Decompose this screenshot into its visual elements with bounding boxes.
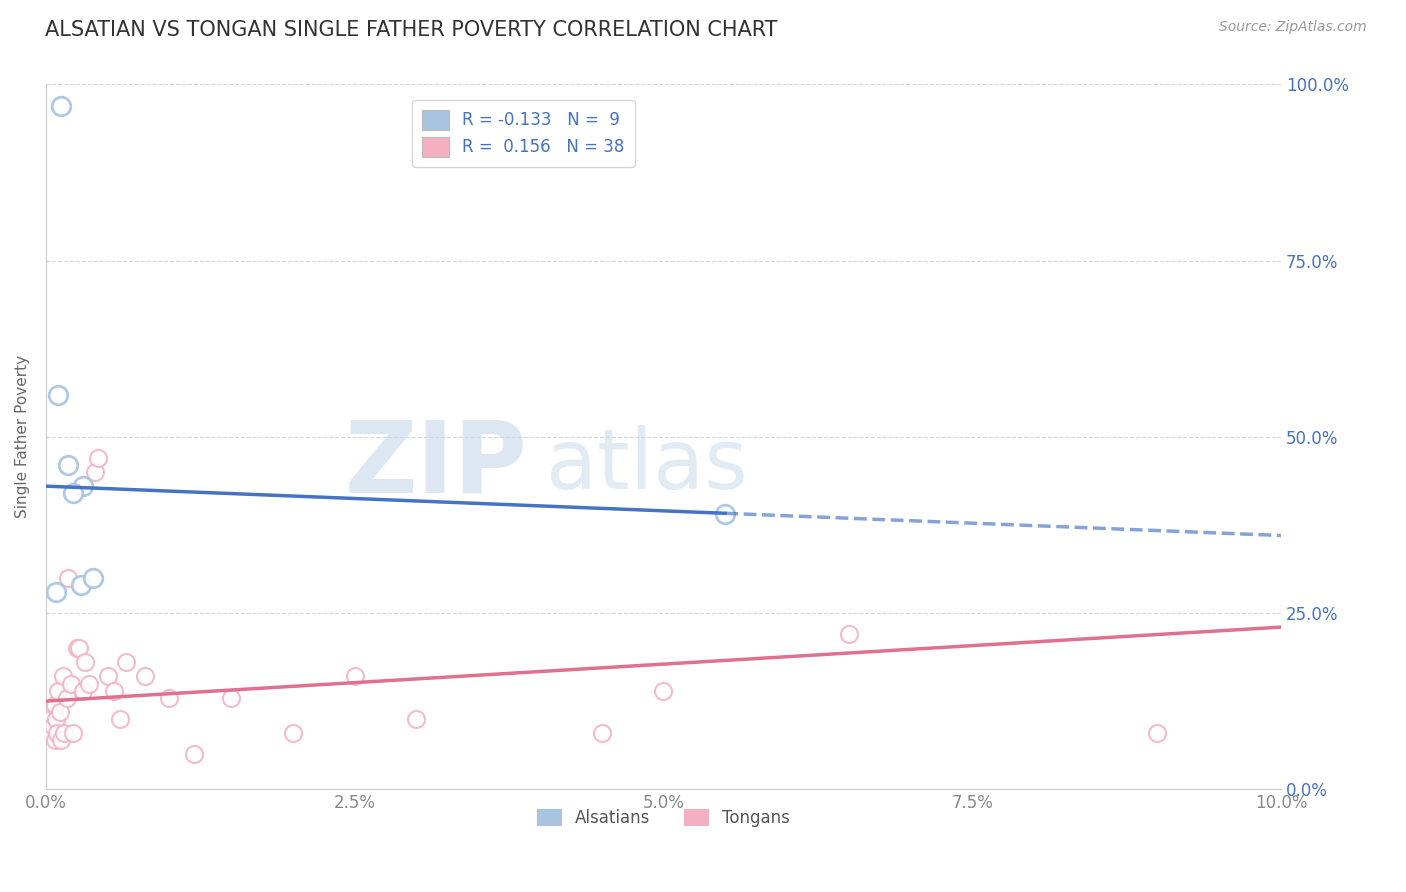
Point xyxy=(67,641,90,656)
Point xyxy=(1146,726,1168,740)
Text: Source: ZipAtlas.com: Source: ZipAtlas.com xyxy=(1219,20,1367,34)
Point xyxy=(56,690,79,705)
Point xyxy=(652,683,675,698)
Point xyxy=(46,683,69,698)
Point xyxy=(49,98,72,112)
Point xyxy=(87,450,110,465)
Point xyxy=(72,479,94,493)
Point xyxy=(97,669,120,683)
Point xyxy=(159,690,181,705)
Point xyxy=(45,585,67,599)
Point xyxy=(838,627,860,641)
Legend: Alsatians, Tongans: Alsatians, Tongans xyxy=(530,802,797,834)
Point xyxy=(58,571,80,585)
Point xyxy=(46,387,69,401)
Point xyxy=(62,726,84,740)
Point xyxy=(72,683,94,698)
Point xyxy=(59,676,82,690)
Point xyxy=(39,712,62,726)
Point xyxy=(183,747,205,761)
Y-axis label: Single Father Poverty: Single Father Poverty xyxy=(15,355,30,518)
Point xyxy=(134,669,156,683)
Point xyxy=(84,465,107,479)
Point xyxy=(52,669,75,683)
Point xyxy=(45,712,67,726)
Point xyxy=(58,458,80,472)
Point xyxy=(219,690,242,705)
Point xyxy=(69,578,91,592)
Point xyxy=(714,508,737,522)
Point xyxy=(82,571,104,585)
Point xyxy=(343,669,366,683)
Text: ZIP: ZIP xyxy=(344,417,527,514)
Point xyxy=(75,656,97,670)
Point xyxy=(42,719,65,733)
Point xyxy=(46,726,69,740)
Point xyxy=(591,726,613,740)
Text: atlas: atlas xyxy=(546,425,748,506)
Point xyxy=(44,732,66,747)
Point xyxy=(48,705,70,719)
Point xyxy=(66,641,89,656)
Point xyxy=(53,726,76,740)
Point xyxy=(62,486,84,500)
Text: ALSATIAN VS TONGAN SINGLE FATHER POVERTY CORRELATION CHART: ALSATIAN VS TONGAN SINGLE FATHER POVERTY… xyxy=(45,20,778,39)
Point xyxy=(77,676,100,690)
Point xyxy=(281,726,304,740)
Point xyxy=(405,712,427,726)
Point xyxy=(44,698,66,712)
Point xyxy=(103,683,125,698)
Point xyxy=(41,726,63,740)
Point xyxy=(108,712,131,726)
Point xyxy=(49,732,72,747)
Point xyxy=(115,656,138,670)
